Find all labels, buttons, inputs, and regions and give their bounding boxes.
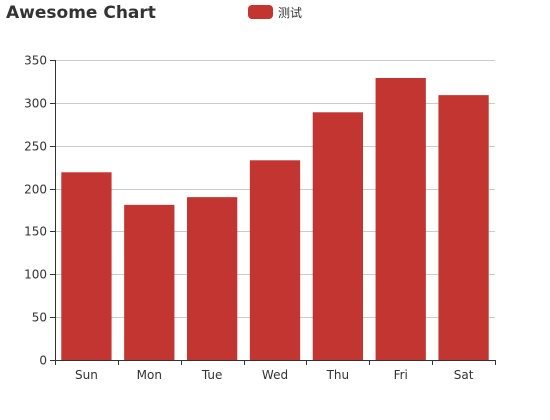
- bar-mon: [124, 204, 175, 360]
- bar-sun: [61, 172, 112, 360]
- bars: [61, 78, 489, 361]
- y-tick-label: 250: [24, 140, 47, 154]
- x-tick-label: Thu: [326, 368, 350, 382]
- y-tick-label: 50: [32, 311, 47, 325]
- x-tick-label: Mon: [137, 368, 162, 382]
- legend-swatch: [248, 5, 273, 19]
- bar-thu: [312, 112, 363, 361]
- x-tick-label: Tue: [201, 368, 223, 382]
- bar-fri: [375, 78, 426, 360]
- y-tick-label: 200: [24, 183, 47, 197]
- axes: [50, 60, 496, 365]
- legend[interactable]: 测试: [248, 4, 302, 20]
- x-tick-label: Wed: [262, 368, 288, 382]
- y-tick-label: 350: [24, 54, 47, 68]
- y-tick-label: 100: [24, 268, 47, 282]
- y-tick-label: 0: [39, 354, 47, 368]
- legend-label: 测试: [278, 5, 303, 20]
- bar-wed: [249, 160, 301, 360]
- x-tick-label: Sun: [75, 368, 98, 382]
- bar-sat: [438, 95, 489, 361]
- x-tick-label: Sat: [454, 368, 474, 382]
- y-tick-label: 150: [24, 225, 47, 239]
- chart-title: Awesome Chart: [6, 3, 156, 23]
- y-tick-label: 300: [24, 97, 47, 111]
- tick-labels: 0 50 100 150 200 250 300 350 Sun Mon Tue Wed Thu Fri S…: [24, 54, 474, 383]
- x-tick-label: Fri: [394, 368, 408, 382]
- bar-tue: [187, 197, 238, 360]
